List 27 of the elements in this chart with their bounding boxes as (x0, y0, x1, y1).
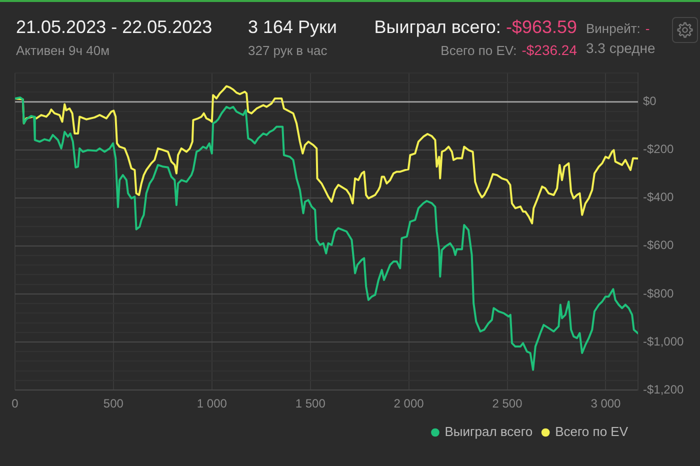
y-tick-label: -$600 (643, 238, 674, 252)
chart-title: 21.05.2023 - 22.05.2023 (16, 17, 212, 37)
x-tick-label: 3 000 (590, 396, 622, 411)
y-tick-label: -$200 (643, 142, 674, 156)
text: 327 рук в час (248, 43, 328, 58)
text: -$963.59 (506, 17, 577, 37)
x-tick-label: 2 500 (492, 396, 523, 411)
legend-label: Выиграл всего (444, 424, 533, 440)
legend-label: Всего по EV (555, 424, 628, 440)
y-tick-label: -$1,200 (643, 382, 684, 396)
text: Выиграл всего: (374, 17, 501, 37)
text: -$236.24 (522, 42, 577, 58)
x-tick-label: 2 000 (394, 396, 424, 411)
x-tick-label: 1 000 (196, 396, 228, 411)
x-tick-label: 1 500 (295, 396, 326, 411)
y-tick-label: -$400 (643, 190, 674, 204)
text: Винрейт: (586, 21, 640, 36)
text: Всего по EV: (440, 43, 517, 58)
y-tick-label: $0 (643, 94, 657, 108)
y-tick-label: -$800 (643, 286, 674, 300)
text: - (645, 21, 650, 36)
text: 3 164 Руки (248, 17, 337, 37)
x-tick-label: 500 (103, 396, 124, 411)
chart-subtitle: Активен 9ч 40м (16, 43, 110, 58)
y-tick-label: -$1,000 (643, 334, 684, 348)
text: 3.3 средне (586, 40, 656, 56)
x-tick-label: 0 (12, 396, 19, 411)
